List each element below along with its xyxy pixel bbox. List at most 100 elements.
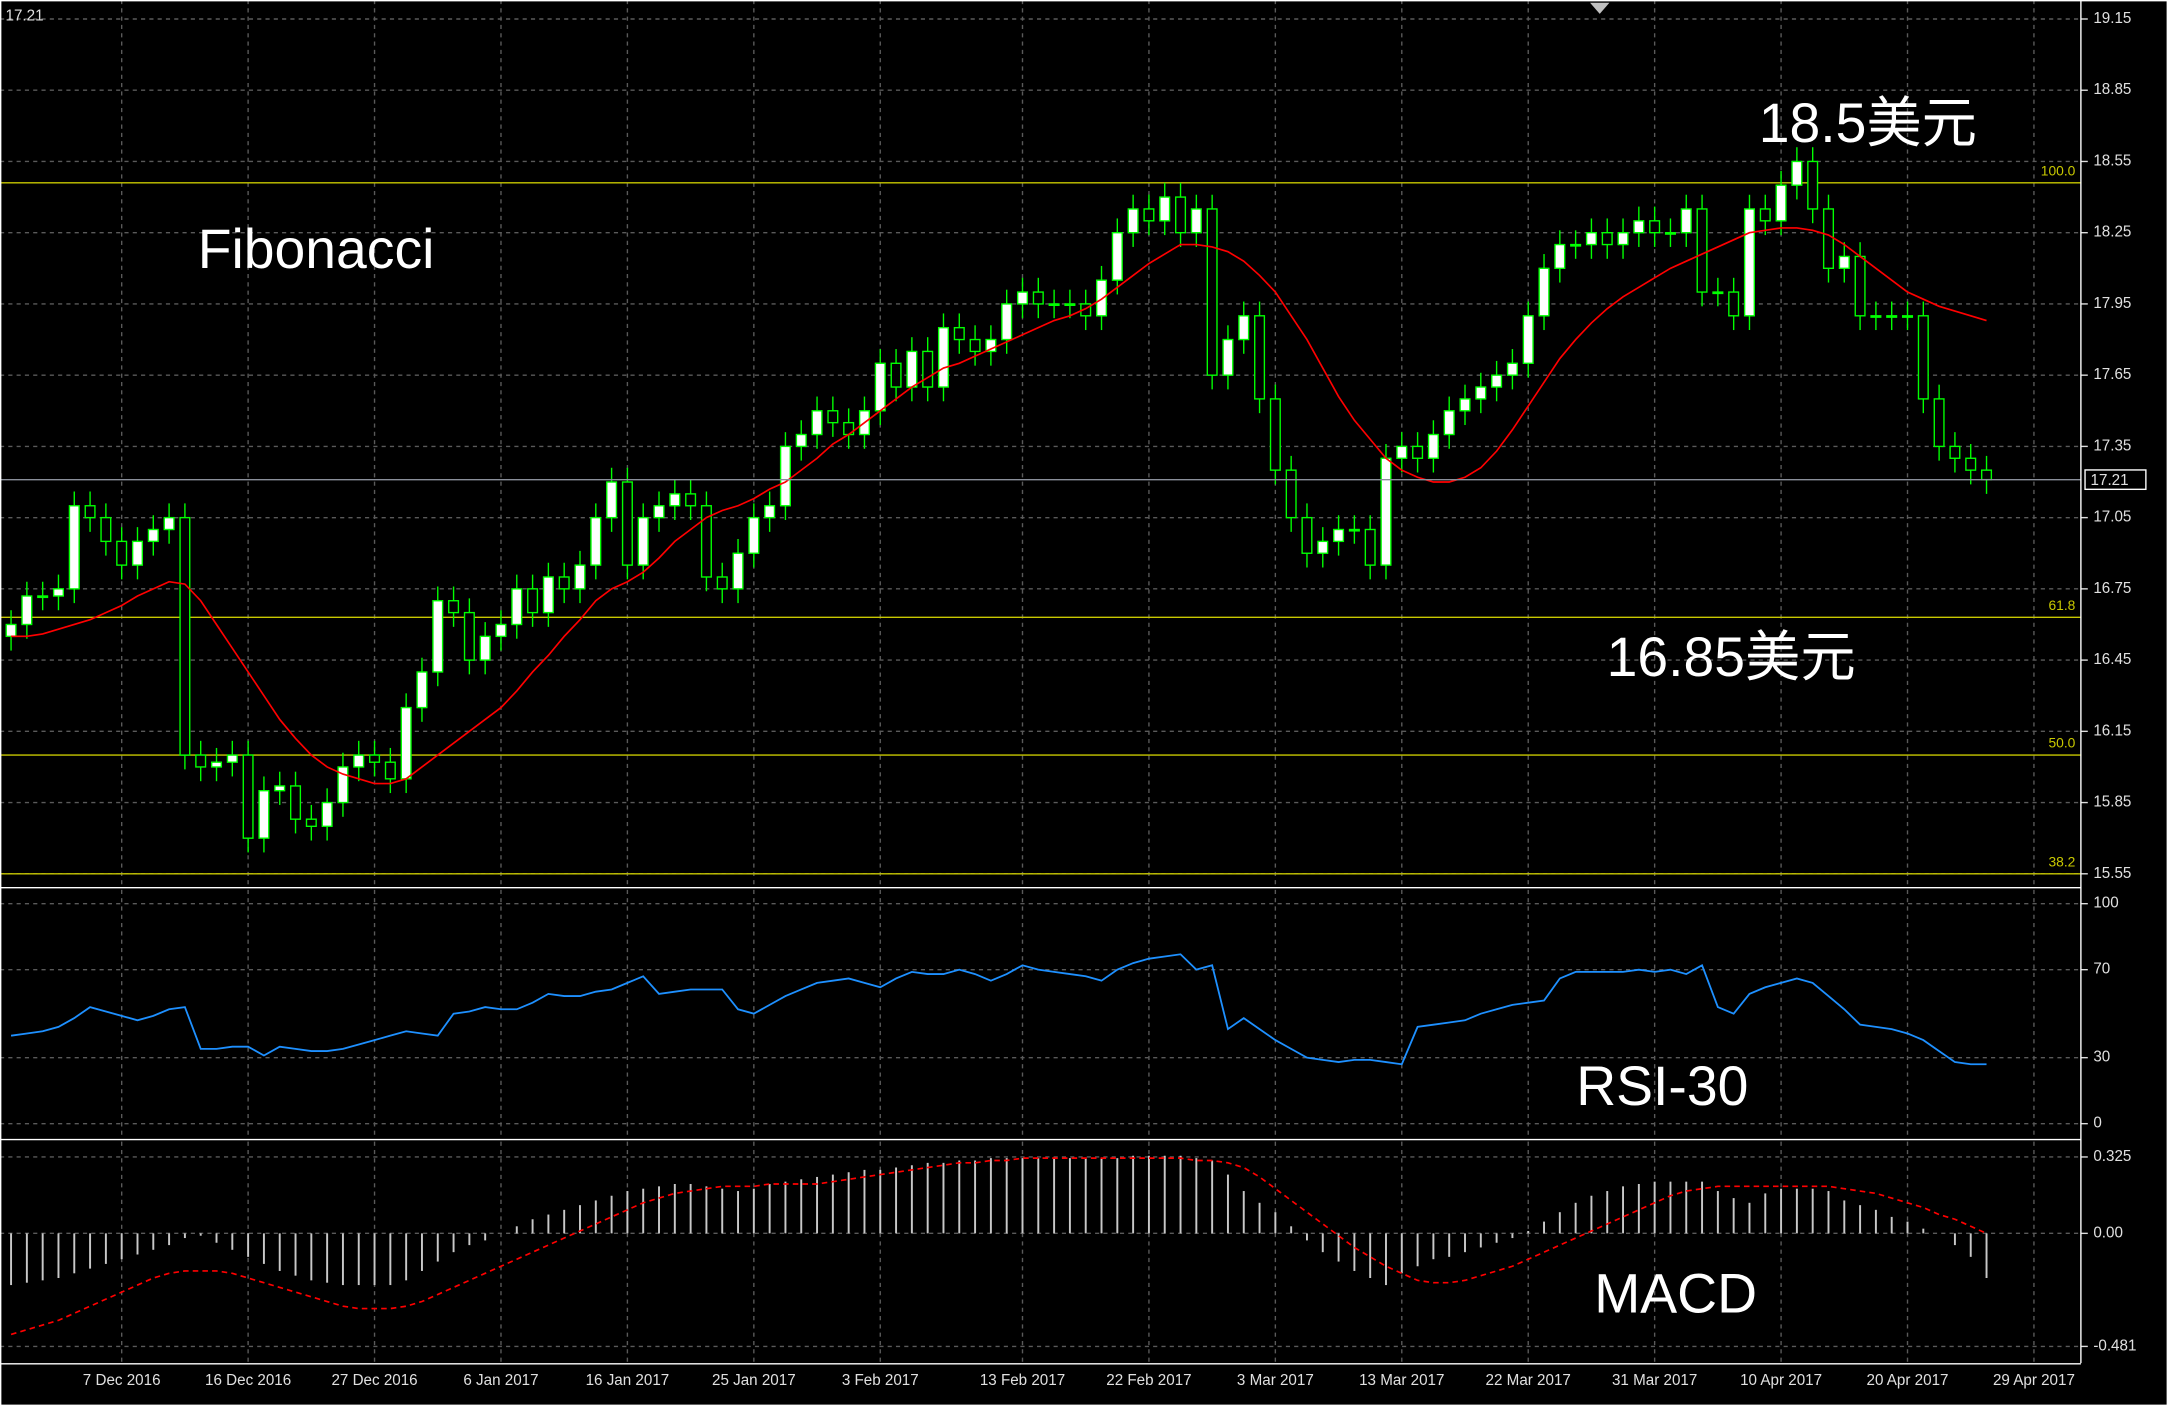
y-tick-label: 17.95 [2093,295,2131,312]
annotation: Fibonacci [198,218,435,280]
candle-body [637,516,649,566]
candle-body [1870,315,1882,318]
candle-body [479,635,491,661]
candle-body [1443,410,1455,436]
candle-body [779,445,791,507]
candle-body [985,338,997,353]
candle-body [1980,469,1993,481]
candle-body [1412,445,1424,459]
candle-body [1064,303,1076,307]
candle-body [1933,398,1945,448]
candle-body [1775,184,1787,222]
candle-body [1822,208,1835,270]
candle-body [1554,243,1566,270]
candle-body [1522,315,1534,364]
candle-body [1001,303,1013,341]
candle-body [1364,528,1376,566]
candle-body [1032,291,1044,305]
candle-body [1175,196,1187,234]
candle-body [147,528,159,543]
candle-body [321,801,333,827]
candle-body [1190,208,1202,234]
price-box [2084,469,2147,491]
candle-body [590,516,602,566]
y-tick-label: 17.65 [2093,366,2131,383]
fib-label: 61.8 [2048,597,2075,613]
candle-body [1269,398,1281,471]
x-tick-label: 13 Feb 2017 [980,1372,1065,1389]
candle-body [1807,160,1819,210]
candle-body [1633,220,1645,234]
candle-body [1965,457,1977,471]
y-tick-label: 18.25 [2093,224,2131,241]
candle-body [1459,398,1471,412]
x-tick-label: 27 Dec 2016 [331,1372,417,1389]
fib-label: 50.0 [2048,735,2075,751]
candle-body [906,350,918,388]
candle-body [163,516,175,531]
candle-body [953,326,965,341]
candle-body [1380,457,1392,566]
candle-body [1048,303,1060,307]
candle-body [1649,220,1661,234]
y-tick-label: 17.35 [2093,437,2131,454]
candle-body [558,576,570,590]
candle-body [621,481,633,566]
candle-body [1601,232,1613,246]
y-tick-label: 19.15 [2093,10,2131,27]
candle-body [700,505,712,578]
candle-body [384,761,396,780]
y-tick-label: 16.15 [2093,722,2131,739]
candle-body [1206,208,1218,376]
candle-body [242,754,254,839]
candle-body [131,540,144,566]
x-tick-label: 16 Dec 2016 [205,1372,291,1389]
y-tick-label: 15.55 [2093,865,2131,882]
candle-body [1538,267,1550,317]
x-tick-label: 29 Apr 2017 [1993,1372,2075,1389]
candle-body [716,576,728,590]
annotation: RSI-30 [1576,1055,1748,1117]
candle-body [969,338,981,353]
candle-body [1712,291,1724,295]
candle-body [337,766,349,804]
candle-body [1396,445,1408,459]
x-tick-label: 10 Apr 2017 [1740,1372,1822,1389]
y-tick-label: 30 [2093,1049,2110,1066]
candle-body [1680,208,1692,234]
candle-body [890,362,902,388]
candle-body [353,754,365,768]
annotation: 18.5美元 [1759,92,1977,154]
candle-body [1285,469,1297,519]
y-tick-label: 18.85 [2093,81,2131,98]
y-tick-label: 70 [2093,961,2110,978]
candle-body [1127,208,1139,234]
y-tick-label: 18.55 [2093,152,2131,169]
candle-body [1333,528,1345,543]
candle-body [1238,315,1250,341]
candle-body [1222,338,1234,376]
candle-body [1743,208,1756,317]
candle-body [258,789,270,839]
candle-body [1570,243,1582,247]
candle-body [1585,232,1597,246]
candle-body [274,785,286,792]
candle-body [1506,362,1518,376]
moving-average [11,227,1987,785]
candle-body [416,671,428,709]
candle-body [795,433,807,448]
candle-body [511,588,523,626]
x-tick-label: 25 Jan 2017 [712,1372,796,1389]
candle-body [1111,232,1123,281]
candle-body [1301,516,1313,554]
y-tick-label: -0.481 [2093,1337,2136,1354]
candle-body [305,818,317,827]
candle-body [210,761,223,768]
candle-body [1901,315,1914,318]
candle-body [1838,255,1850,270]
x-tick-label: 31 Mar 2017 [1612,1372,1697,1389]
candle-body [606,481,618,519]
candle-body [1949,445,1961,459]
